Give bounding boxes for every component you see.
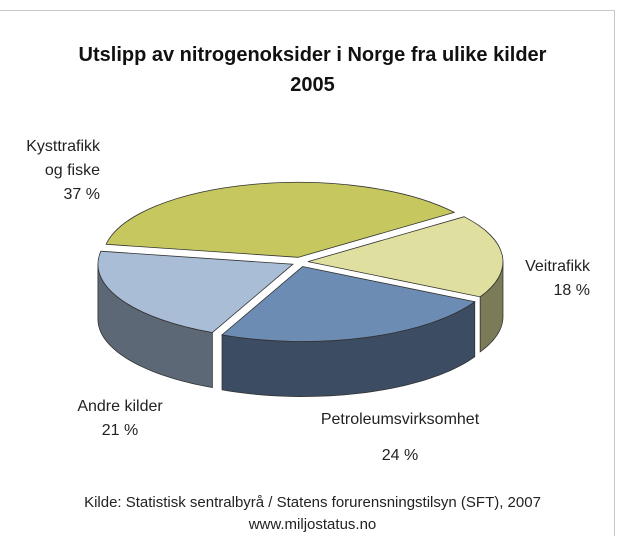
category-label: Petroleumsvirksomhet bbox=[320, 411, 480, 428]
slice-label: Andre kilder 21 % bbox=[40, 395, 200, 443]
chart-subtitle: 2005 bbox=[290, 74, 335, 96]
slice bbox=[105, 181, 456, 258]
value-label: 18 % bbox=[553, 282, 590, 299]
frame bbox=[0, 10, 615, 536]
source: www.miljostatus.no bbox=[248, 516, 377, 533]
category-label: Andre kilder bbox=[77, 398, 163, 415]
slice-label: Kysttrafikk og fiske 37 % bbox=[10, 135, 100, 207]
slice bbox=[221, 266, 476, 342]
slice bbox=[307, 216, 504, 298]
chart-title: Utslipp av nitrogenoksider i Norge fra u… bbox=[78, 44, 547, 66]
slice-label: Veitrafikk 18 % bbox=[500, 255, 590, 303]
slice-label: Petroleumsvirksomhet 24 % bbox=[300, 408, 500, 468]
slice bbox=[97, 250, 294, 333]
category-label: Veitrafikk bbox=[525, 258, 590, 275]
category-label: Kysttrafikk og fiske bbox=[26, 138, 100, 179]
source: Kilde: Statistisk sentralbyrå / Statens … bbox=[84, 494, 541, 511]
value-label: 24 % bbox=[381, 447, 419, 464]
value-label: 21 % bbox=[101, 422, 139, 439]
value-label: 37 % bbox=[63, 186, 100, 203]
